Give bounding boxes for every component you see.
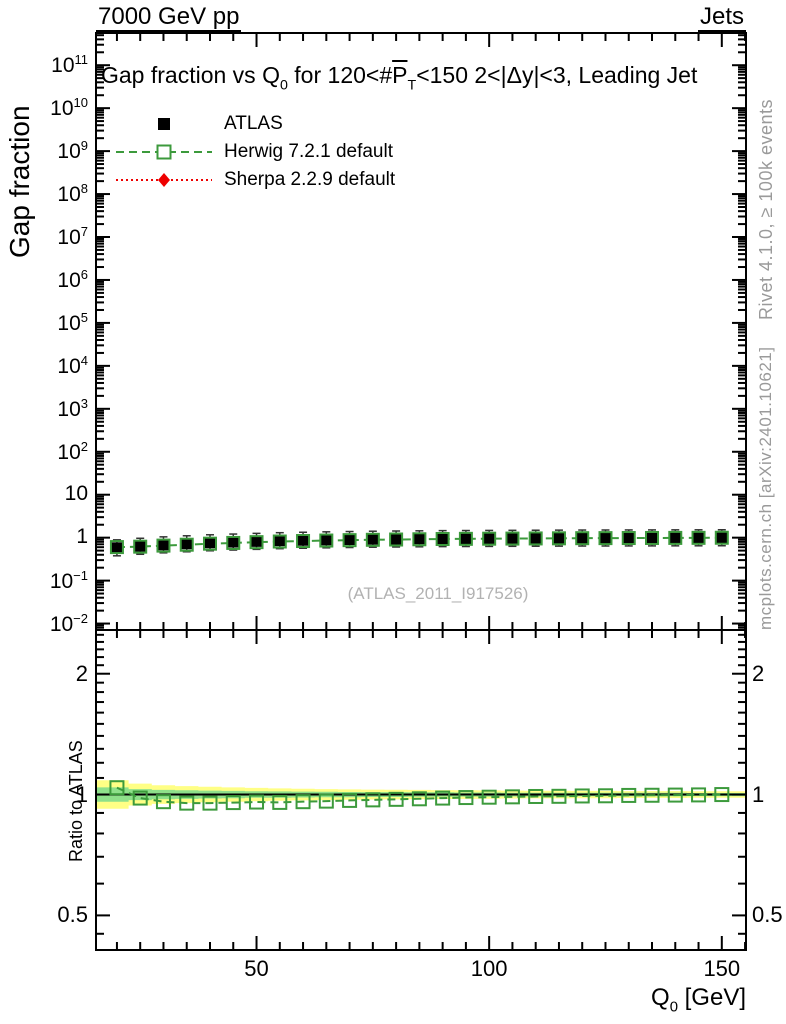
y-tick-label-main: 10−2 (49, 610, 88, 636)
mcplots-arxiv-note: mcplots.cern.ch [arXiv:2401.10621] (756, 346, 775, 630)
legend-item-atlas: ATLAS (112, 110, 395, 138)
x-tick-label: 100 (470, 956, 508, 981)
y-tick-label-main: 10 (64, 481, 88, 505)
y-tick-label-main: 105 (57, 309, 88, 335)
y-tick-label-main: 103 (57, 395, 88, 421)
y-tick-label-main: 102 (57, 438, 88, 464)
plot-title: Gap fraction vs Q0 for 120<#PT<150 2<|Δy… (101, 62, 698, 94)
y-tick-label-ratio-left: 2 (75, 660, 88, 686)
x-tick-label: 150 (703, 956, 741, 981)
legend-label: ATLAS (224, 113, 283, 134)
legend-label: Herwig 7.2.1 default (224, 141, 393, 162)
beam-energy-header: 7000 GeV pp (96, 3, 242, 32)
rivet-version-note: Rivet 4.1.0, ≥ 100k events (756, 99, 776, 320)
y-tick-label-ratio-right: 2 (752, 660, 765, 686)
y-tick-label-ratio-left: 1 (75, 781, 88, 807)
y-tick-label-main: 10−1 (49, 567, 88, 593)
legend-item-sherpa: Sherpa 2.2.9 default (112, 166, 395, 194)
legend-item-herwig: Herwig 7.2.1 default (112, 138, 395, 166)
y-tick-label-main: 1010 (50, 95, 88, 121)
sherpa-marker-icon (112, 166, 216, 194)
y-tick-label-ratio-right: 0.5 (752, 902, 783, 928)
y-tick-label-main: 107 (57, 224, 88, 249)
y-tick-label-main: 108 (57, 181, 88, 207)
y-tick-label-main: 104 (57, 352, 88, 378)
process-header: Jets (697, 3, 746, 32)
y-tick-label-ratio-left: 0.5 (57, 902, 88, 928)
legend-label: Sherpa 2.2.9 default (224, 169, 396, 190)
y-tick-label-ratio-right: 1 (752, 781, 765, 807)
x-tick-label: 50 (244, 956, 269, 981)
y-tick-label-main: 106 (57, 266, 88, 292)
legend: ATLAS Herwig 7.2.1 default Sherpa 2.2.9 … (112, 110, 395, 194)
herwig-marker-icon (112, 138, 216, 166)
y-tick-label-main: 1011 (51, 52, 88, 78)
x-axis-label: Q0 [GeV] (651, 984, 746, 1016)
atlas-marker-icon (112, 110, 216, 138)
y-tick-label-main: 1 (76, 524, 88, 548)
y-tick-label-main: 109 (57, 138, 88, 164)
analysis-id-watermark: (ATLAS_2011_I917526) (347, 584, 529, 603)
